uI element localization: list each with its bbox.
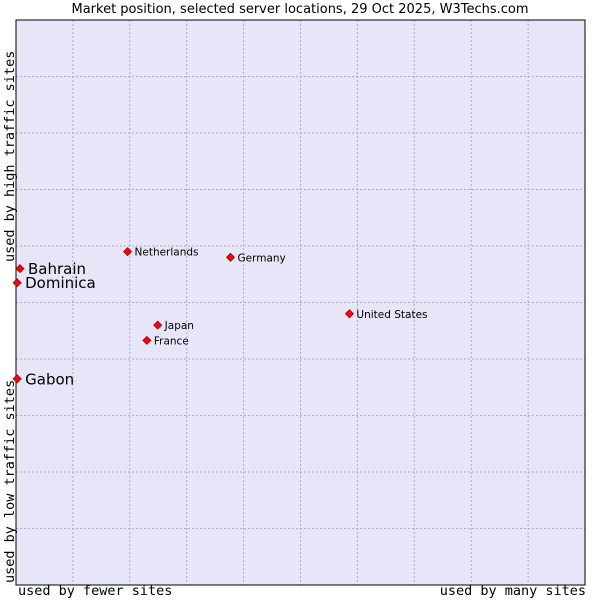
point-label-netherlands: Netherlands <box>135 247 199 259</box>
point-marker-germany <box>225 252 236 262</box>
point-marker-united-states <box>344 309 354 319</box>
grid-lines <box>16 20 585 585</box>
point-label-bahrain: Bahrain <box>28 260 86 278</box>
point-marker-netherlands <box>122 247 133 257</box>
point-marker-gabon <box>12 374 22 384</box>
point-label-united-states: United States <box>356 309 427 321</box>
point-marker-france <box>142 335 152 345</box>
x-axis-label-high: used by many sites <box>439 583 586 599</box>
point-label-gabon: Gabon <box>25 370 74 388</box>
plot-border <box>15 19 586 586</box>
point-marker-japan <box>153 320 163 330</box>
point-marker-bahrain <box>15 264 25 274</box>
point-label-france: France <box>154 335 189 347</box>
point-label-japan: Japan <box>164 320 194 332</box>
point-label-germany: Germany <box>238 252 286 264</box>
y-axis-label-high: used by high traffic sites <box>2 50 18 262</box>
y-axis-label-low: used by low traffic sites <box>2 379 18 583</box>
point-marker-dominica <box>12 278 22 288</box>
x-axis-label-low: used by fewer sites <box>18 583 173 599</box>
chart-title: Market position, selected server locatio… <box>71 2 529 17</box>
point-label-dominica: Dominica <box>25 274 96 292</box>
